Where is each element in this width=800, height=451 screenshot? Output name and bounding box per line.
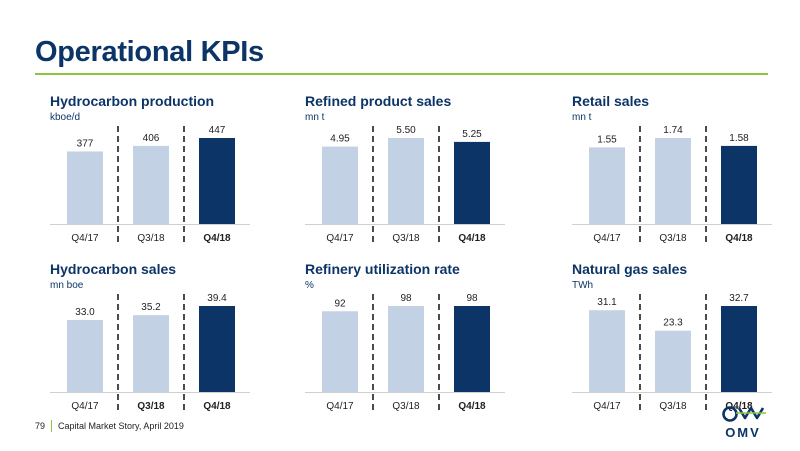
bar-Q4-17 xyxy=(67,319,103,392)
data-label: 92 xyxy=(334,298,346,309)
data-label: 39.4 xyxy=(207,293,227,304)
chart-title: Retail sales xyxy=(572,93,650,109)
chart-title: Hydrocarbon production xyxy=(50,93,215,109)
data-label: 1.55 xyxy=(597,134,617,145)
bar-Q3-18 xyxy=(655,138,691,224)
chart-unit: mn t xyxy=(572,112,592,123)
category-label: Q3/18 xyxy=(137,401,165,412)
omv-logo-mark xyxy=(722,406,766,422)
chart-refinery-utilization-rate: 92 Q4/17 98 Q3/18 98 Q4/18 xyxy=(305,293,505,412)
category-label: Q4/18 xyxy=(203,401,231,412)
category-label: Q4/18 xyxy=(458,401,486,412)
data-label: 33.0 xyxy=(75,307,95,318)
data-label: 23.3 xyxy=(663,318,683,329)
data-label: 1.58 xyxy=(729,133,749,144)
bar-Q4-17 xyxy=(589,147,625,224)
data-label: 98 xyxy=(400,293,412,304)
category-label: Q4/17 xyxy=(326,401,354,412)
category-label: Q4/17 xyxy=(593,233,621,244)
chart-natural-gas-sales: 31.1 Q4/17 23.3 Q3/18 32.7 Q4/18 xyxy=(572,293,772,412)
category-label: Q4/18 xyxy=(725,233,753,244)
bar-Q4-18 xyxy=(721,306,757,392)
chart-panel-hydrocarbon-production: Hydrocarbon production kboe/d 377 Q4/17 40… xyxy=(50,93,300,245)
category-label: Q3/18 xyxy=(659,233,687,244)
category-label: Q3/18 xyxy=(659,401,687,412)
bar-Q3-18 xyxy=(133,145,169,224)
bar-Q4-17 xyxy=(67,151,103,224)
data-label: 32.7 xyxy=(729,293,749,304)
chart-panel-retail-sales: Retail sales mn t 1.55 Q4/17 1.74 Q3/18 1.58… xyxy=(572,93,800,245)
chart-title: Natural gas sales xyxy=(572,261,688,277)
omv-logo: OMV xyxy=(722,406,766,440)
chart-title: Refinery utilization rate xyxy=(305,261,460,277)
data-label: 5.25 xyxy=(462,129,482,140)
data-label: 31.1 xyxy=(597,297,617,308)
category-label: Q4/17 xyxy=(71,401,99,412)
chart-panel-refined-product-sales: Refined product sales mn t 4.95 Q4/17 5.50… xyxy=(305,93,555,245)
bar-Q3-18 xyxy=(388,306,424,392)
data-label: 5.50 xyxy=(396,125,416,136)
omv-logo-text: OMV xyxy=(725,425,761,440)
bar-Q3-18 xyxy=(655,330,691,392)
footer-text: Capital Market Story, April 2019 xyxy=(58,421,184,431)
bar-Q4-17 xyxy=(589,310,625,392)
category-label: Q4/17 xyxy=(326,233,354,244)
chart-hydrocarbon-production: 377 Q4/17 406 Q3/18 447 Q4/18 xyxy=(50,125,250,244)
chart-unit: mn t xyxy=(305,112,325,123)
data-label: 406 xyxy=(143,133,160,144)
data-label: 4.95 xyxy=(330,134,350,145)
bar-Q4-18 xyxy=(199,306,235,392)
category-label: Q4/18 xyxy=(725,401,753,412)
data-label: 98 xyxy=(466,293,478,304)
bar-Q4-18 xyxy=(721,145,757,224)
chart-unit: kboe/d xyxy=(50,112,81,123)
category-label: Q3/18 xyxy=(392,233,420,244)
data-label: 447 xyxy=(209,125,226,136)
bar-Q4-17 xyxy=(322,311,358,392)
category-label: Q4/18 xyxy=(203,233,231,244)
chart-panel-hydrocarbon-sales: Hydrocarbon sales mn boe 33.0 Q4/17 35.2 Q3… xyxy=(50,261,300,413)
chart-retail-sales: 1.55 Q4/17 1.74 Q3/18 1.58 Q4/18 xyxy=(572,125,772,244)
chart-title: Hydrocarbon sales xyxy=(50,261,177,277)
category-label: Q3/18 xyxy=(137,233,165,244)
bar-Q4-18 xyxy=(454,306,490,392)
footer: 79 Capital Market Story, April 2019 xyxy=(35,420,184,432)
bar-Q4-18 xyxy=(199,138,235,224)
chart-panel-natural-gas-sales: Natural gas sales TWh 31.1 Q4/17 23.3 Q3/18… xyxy=(572,261,800,413)
data-label: 377 xyxy=(77,138,94,149)
category-label: Q4/18 xyxy=(458,233,486,244)
category-label: Q4/17 xyxy=(593,401,621,412)
bar-Q4-17 xyxy=(322,146,358,224)
chart-unit: % xyxy=(305,280,314,291)
chart-unit: TWh xyxy=(572,280,594,291)
chart-unit: mn boe xyxy=(50,280,84,291)
category-label: Q4/17 xyxy=(71,233,99,244)
bar-Q3-18 xyxy=(388,138,424,224)
chart-title: Refined product sales xyxy=(305,93,452,109)
bar-Q3-18 xyxy=(133,315,169,392)
title-rule xyxy=(35,73,768,75)
chart-refined-product-sales: 4.95 Q4/17 5.50 Q3/18 5.25 Q4/18 xyxy=(305,125,505,244)
category-label: Q3/18 xyxy=(392,401,420,412)
page-title: Operational KPIs xyxy=(35,36,264,68)
footer-separator xyxy=(51,420,53,432)
data-label: 35.2 xyxy=(141,302,161,313)
chart-hydrocarbon-sales: 33.0 Q4/17 35.2 Q3/18 39.4 Q4/18 xyxy=(50,293,250,412)
data-label: 1.74 xyxy=(663,125,683,136)
bar-Q4-18 xyxy=(454,141,490,224)
chart-panel-refinery-utilization-rate: Refinery utilization rate % 92 Q4/17 98 Q3/… xyxy=(305,261,555,413)
footer-page-number: 79 xyxy=(35,421,46,431)
